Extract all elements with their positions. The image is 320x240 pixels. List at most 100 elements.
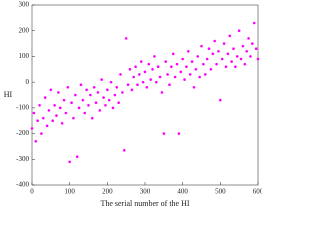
point (192, 85, 196, 89)
point (249, 55, 252, 58)
point (132, 75, 135, 79)
point (45, 124, 49, 128)
point (58, 106, 62, 110)
point (38, 103, 41, 107)
point (87, 103, 90, 107)
point (160, 91, 164, 94)
point (60, 121, 64, 125)
x-tick-label: 600 (253, 188, 262, 196)
point (85, 88, 88, 92)
point (207, 47, 211, 51)
point (185, 65, 188, 69)
point (226, 52, 230, 56)
plot-frame (31, 4, 259, 186)
point (89, 93, 92, 97)
x-tick-label: 500 (215, 188, 226, 196)
point (170, 65, 173, 69)
y-axis-label: HI (4, 90, 13, 99)
point (42, 116, 45, 120)
point (126, 83, 130, 87)
point (198, 75, 201, 79)
x-tick-label: 200 (102, 188, 113, 196)
y-tick-label: -400 (16, 181, 29, 189)
point (245, 49, 248, 53)
point (158, 75, 162, 79)
point (141, 80, 145, 84)
point (74, 93, 77, 97)
point (188, 73, 192, 76)
x-axis-label: The serial number of the HI (100, 199, 189, 208)
point (36, 119, 39, 123)
point (34, 139, 38, 143)
point (196, 55, 200, 58)
point (220, 57, 224, 61)
point (252, 21, 256, 25)
point (136, 83, 139, 87)
point (117, 101, 120, 105)
point (53, 103, 56, 107)
point (100, 78, 103, 81)
point (96, 91, 100, 94)
point (104, 103, 107, 107)
point (209, 67, 213, 71)
point (219, 98, 222, 102)
point (143, 70, 147, 74)
point (162, 132, 166, 135)
point (68, 160, 71, 164)
point (149, 78, 152, 81)
point (213, 39, 216, 43)
point (211, 52, 215, 56)
point (194, 67, 198, 71)
x-tick-label: 400 (177, 188, 188, 196)
point (64, 111, 68, 115)
point (243, 62, 247, 66)
y-tick-label: -200 (16, 129, 29, 137)
point (124, 37, 128, 40)
point (228, 34, 232, 38)
point (113, 93, 117, 97)
point (121, 91, 124, 94)
y-tick-label: 300 (19, 1, 30, 9)
point (222, 42, 226, 45)
point (166, 73, 169, 76)
point (224, 65, 228, 69)
point (171, 52, 175, 56)
point (32, 111, 36, 115)
point (145, 85, 149, 89)
point (83, 111, 87, 115)
point (128, 67, 132, 71)
point (217, 49, 220, 53)
point (92, 85, 96, 89)
point (122, 148, 126, 152)
point (49, 88, 53, 92)
x-tick-label: 300 (140, 188, 151, 196)
point (179, 70, 183, 74)
point (153, 55, 156, 58)
point (173, 75, 177, 79)
point (57, 91, 60, 94)
point (62, 98, 66, 102)
point (51, 119, 55, 123)
point (256, 57, 260, 61)
point (55, 114, 58, 117)
point (147, 62, 151, 66)
point (119, 73, 122, 76)
point (75, 155, 79, 159)
point (254, 47, 258, 51)
point (237, 29, 241, 33)
x-tick-label: 100 (64, 188, 75, 196)
point (232, 47, 235, 51)
point (181, 57, 184, 61)
point (151, 67, 154, 71)
y-tick-label: 200 (19, 26, 30, 34)
point (155, 80, 158, 84)
point (115, 85, 119, 89)
point (187, 49, 190, 53)
point (66, 85, 70, 89)
point (234, 65, 237, 69)
point (47, 109, 51, 112)
point (200, 44, 203, 48)
point (239, 57, 243, 61)
point (251, 42, 254, 45)
y-tick-label: -300 (16, 155, 29, 163)
